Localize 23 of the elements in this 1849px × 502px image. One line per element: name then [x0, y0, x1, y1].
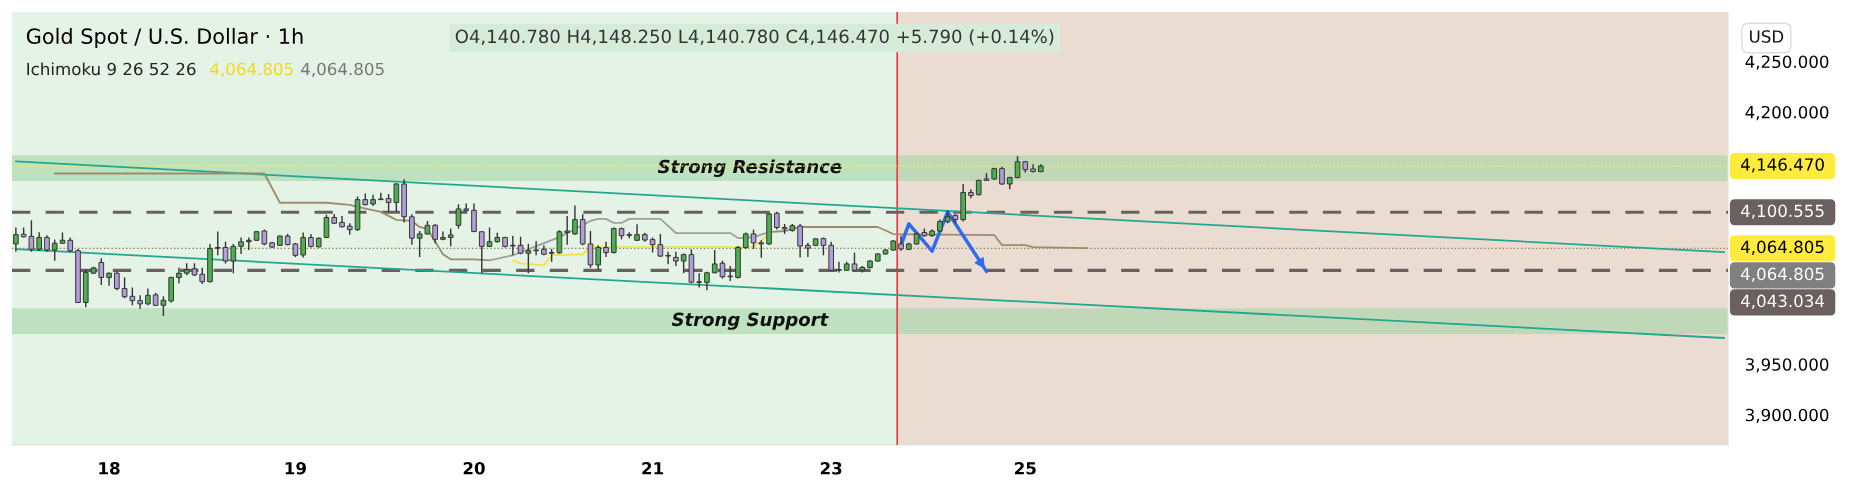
ref-line-label: 4,064.805 — [1740, 240, 1824, 255]
annotation: Ichimoku 9 26 52 26 — [27, 62, 196, 76]
y-tick-label: 3,950.000 — [1745, 358, 1829, 373]
ref-line-label: 4,146.470 — [1740, 158, 1824, 173]
band-label: Strong Resistance — [657, 159, 842, 177]
x-tick-label: 18 — [99, 461, 120, 475]
text: O4,140.780 H4,148.250 L4,140.780 C4,146.470 +5.790 (+0.14%) — [455, 29, 1054, 46]
x-tick-label: 23 — [820, 461, 842, 475]
ref-line-label: 4,064.805 — [1740, 267, 1824, 282]
ref-line-label: 4,043.034 — [1740, 294, 1825, 309]
text: USD — [1750, 30, 1784, 43]
x-tick-label: 25 — [1015, 461, 1036, 475]
x-tick-label: 20 — [463, 461, 485, 475]
x-tick-label: 19 — [285, 461, 306, 475]
annotation: 4,064.805 — [301, 62, 384, 77]
text: Gold Spot / U.S. Dollar · 1h — [26, 27, 303, 49]
y-tick-label: 3,900.000 — [1745, 408, 1829, 423]
x-tick-label: 21 — [642, 461, 664, 475]
annotation: 4,064.805 — [210, 62, 293, 77]
band-label: Strong Support — [671, 312, 829, 330]
y-tick-label: 4,250.000 — [1745, 55, 1829, 70]
y-tick-label: 4,200.000 — [1745, 105, 1829, 121]
ref-line-label: 4,100.555 — [1740, 204, 1824, 219]
